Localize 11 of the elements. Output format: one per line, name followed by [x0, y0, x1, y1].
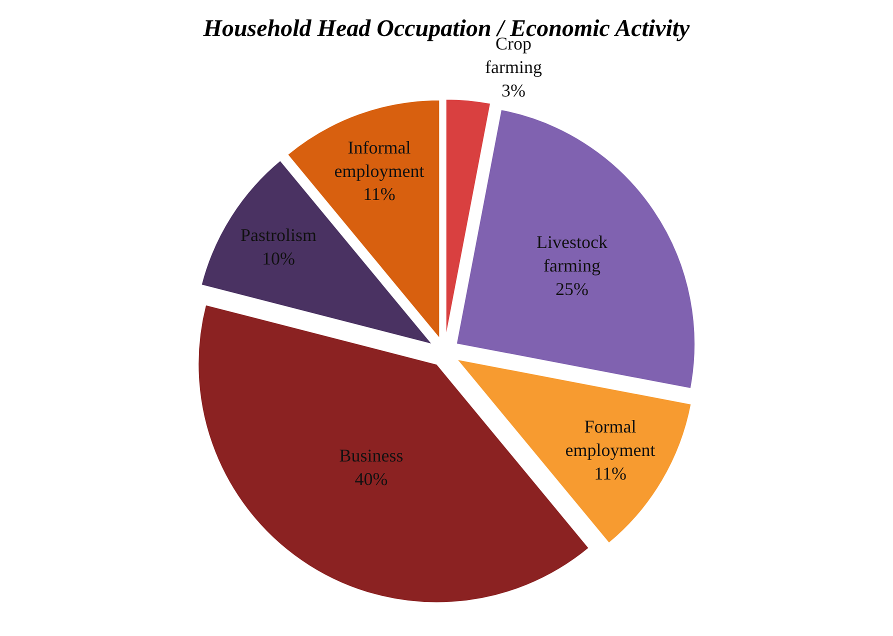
slice-label: Business: [339, 446, 404, 466]
data-label: 25%: [555, 278, 588, 299]
data-label: 40%: [354, 469, 388, 490]
data-label: 10%: [262, 248, 295, 268]
data-label: 3%: [502, 80, 526, 100]
slice-label: Livestock farming: [536, 232, 608, 276]
slice-label: Pastrolism: [240, 224, 316, 245]
slice-label: Informal employment: [334, 137, 424, 181]
data-label: 11%: [363, 184, 396, 204]
slice-label: Formal employment: [565, 416, 656, 460]
data-label: 11%: [594, 463, 626, 484]
